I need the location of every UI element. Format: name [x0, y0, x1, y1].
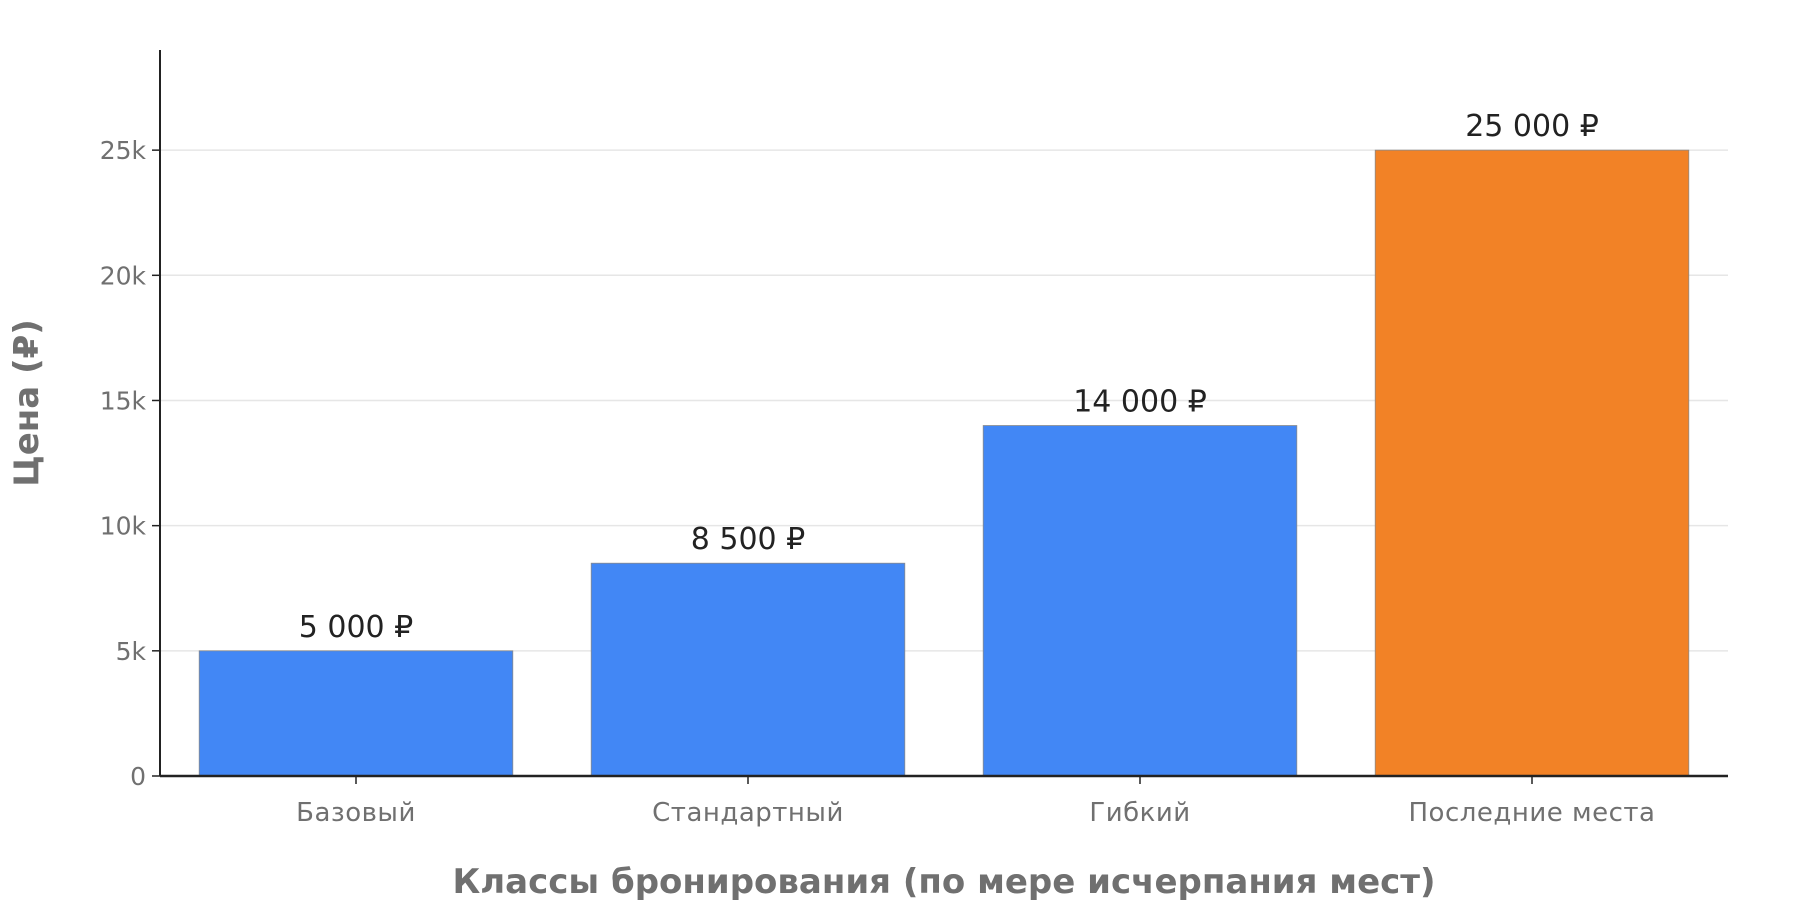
bar-value-label: 25 000 ₽ — [1465, 109, 1599, 144]
y-tick-label: 15k — [100, 386, 147, 415]
y-axis-title: Цена (₽) — [7, 319, 47, 487]
bars: 5 000 ₽ 8 500 ₽ 14 000 ₽ 25 000 ₽ — [198, 109, 1690, 777]
x-tick-label: Последние места — [1409, 798, 1656, 828]
y-ticks: 0 5k 10k 15k 20k 25k — [100, 136, 160, 791]
y-tick-label: 10k — [100, 512, 147, 541]
y-tick-label: 20k — [100, 261, 147, 290]
x-tick-label: Базовый — [296, 798, 416, 828]
x-tick-label: Гибкий — [1089, 798, 1190, 828]
y-tick-label: 5k — [116, 637, 147, 666]
y-tick-label: 0 — [130, 762, 146, 791]
y-tick-label: 25k — [100, 136, 147, 165]
bar-value-label: 8 500 ₽ — [691, 522, 806, 557]
bar — [982, 425, 1298, 777]
x-tick-label: Стандартный — [652, 798, 844, 828]
x-axis-title: Классы бронирования (по мере исчерпания … — [452, 862, 1435, 902]
bar — [1374, 149, 1690, 777]
bar — [198, 650, 514, 777]
bar-value-label: 14 000 ₽ — [1073, 385, 1207, 420]
x-ticks: Базовый Стандартный Гибкий Последние места — [296, 776, 1655, 828]
bar-value-label: 5 000 ₽ — [299, 610, 414, 645]
bar — [590, 562, 906, 777]
